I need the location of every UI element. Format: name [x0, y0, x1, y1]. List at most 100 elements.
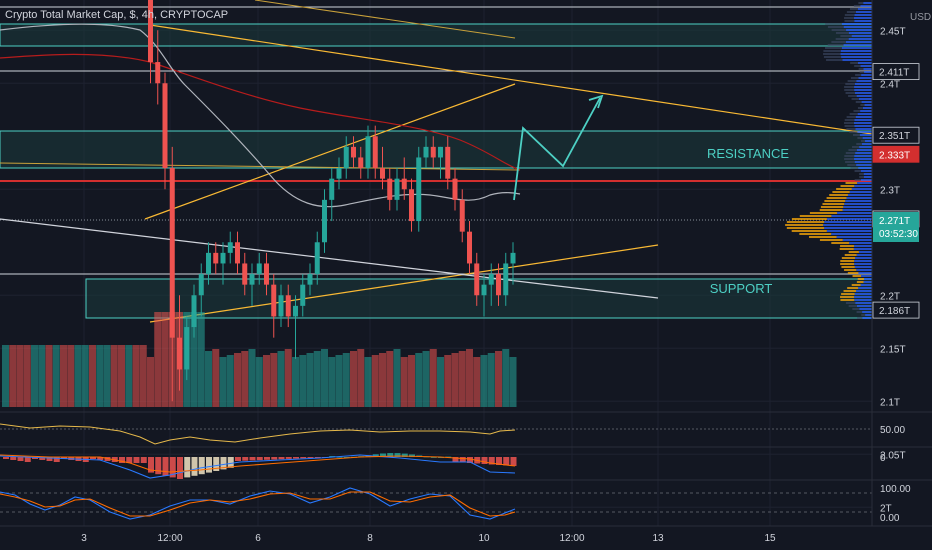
vp-bar-gray	[844, 17, 855, 19]
vp-bar-gray	[860, 104, 865, 106]
vp-bar-blue	[865, 314, 872, 316]
macd-bar	[481, 457, 488, 464]
vp-bar-value	[847, 287, 859, 289]
volume-bar	[110, 345, 118, 407]
volume-bar	[255, 357, 263, 407]
vp-bar-gray	[844, 89, 855, 91]
current-price-badge	[873, 212, 919, 242]
vp-bar-blue	[854, 260, 872, 262]
candle-body	[278, 295, 284, 317]
vp-bar-value	[841, 257, 856, 259]
vp-bar-blue	[857, 62, 872, 64]
vp-bar-gray	[823, 53, 841, 55]
candle-body	[416, 157, 422, 222]
vp-bar-gray	[857, 137, 863, 139]
vp-bar-blue	[859, 134, 872, 136]
vp-bar-blue	[843, 26, 872, 28]
vp-bar-blue	[826, 218, 872, 220]
macd-bar	[119, 457, 125, 463]
vp-bar-blue	[861, 275, 872, 277]
candle-body	[438, 146, 443, 158]
vp-bar-gray	[851, 98, 859, 100]
vp-bar-gray	[824, 47, 842, 49]
macd-bar	[488, 457, 495, 465]
volume-bar	[219, 357, 227, 407]
candle-body	[351, 146, 356, 158]
vp-bar-blue	[856, 254, 872, 256]
currency-label: USD	[910, 12, 931, 23]
vp-bar-gray	[853, 134, 860, 136]
macd-bar	[314, 457, 321, 458]
vp-bar-blue	[859, 308, 872, 310]
volume-bar	[197, 312, 205, 407]
vp-bar-value	[840, 185, 855, 187]
volume-bar	[480, 355, 488, 407]
vp-bar-gray	[827, 44, 844, 46]
vp-bar-gray	[850, 62, 858, 64]
candle-body	[148, 0, 153, 63]
vp-bar-value	[841, 266, 855, 268]
vp-bar-gray	[859, 176, 864, 178]
vp-bar-blue	[861, 101, 872, 103]
volume-bar	[342, 353, 350, 407]
vp-bar-blue	[854, 119, 872, 121]
vp-bar-gray	[844, 14, 855, 16]
vp-bar-blue	[858, 98, 872, 100]
vp-bar-gray	[844, 158, 855, 160]
volume-bar	[161, 312, 169, 407]
vp-bar-gray	[848, 305, 857, 307]
macd-bar	[206, 457, 212, 473]
price-axis[interactable]: 2.45T 2.4T 2.3T 2.2T 2.15T 2.1T 2.05T 2T	[880, 26, 906, 514]
volume-bar	[364, 357, 372, 407]
volume-bar	[350, 351, 357, 407]
vp-bar-blue	[861, 74, 872, 76]
vp-bar-blue	[842, 59, 872, 61]
vp-bar-blue	[863, 2, 872, 4]
volume-bar	[23, 345, 31, 407]
macd-bar	[293, 457, 299, 459]
vp-bar-gray	[854, 179, 861, 181]
volume-bar	[154, 312, 162, 407]
candle-body	[249, 274, 255, 285]
channel-lower-line	[149, 244, 659, 323]
macd-bar	[155, 457, 162, 475]
macd-bar	[336, 456, 343, 458]
vp-bar-blue	[858, 287, 872, 289]
volume-bar	[277, 351, 285, 407]
vp-bar-blue	[856, 95, 872, 97]
vp-bar-value	[841, 293, 855, 295]
vp-bar-gray	[844, 122, 855, 124]
candle-body	[474, 263, 480, 296]
candle-body	[314, 242, 320, 275]
vp-bar-gray	[840, 35, 852, 37]
price-level-label: 2.351T	[879, 131, 910, 142]
volume-bar	[495, 351, 502, 407]
vp-bar-blue	[860, 65, 872, 67]
price-level-box	[872, 145, 920, 163]
vp-bar-blue	[824, 227, 872, 229]
vp-bar-blue	[863, 68, 872, 70]
vp-bar-blue	[841, 23, 872, 25]
vp-bar-blue	[854, 20, 872, 22]
vp-bar-value	[832, 191, 850, 193]
macd-bar	[53, 457, 60, 462]
candle-body	[322, 199, 327, 243]
macd-bar	[10, 457, 17, 460]
vp-bar-value	[826, 197, 847, 199]
price-level-box	[872, 301, 920, 319]
vp-bar-blue	[864, 104, 872, 106]
volume-bar	[509, 357, 517, 407]
macd-signal-line	[0, 454, 516, 473]
macd-bar	[300, 457, 307, 459]
vp-bar-gray	[844, 20, 855, 22]
time-axis[interactable]: 3 12:00 6 8 10 12:00 13 15	[81, 533, 776, 544]
vp-bar-blue	[854, 245, 872, 247]
vp-bar-blue	[855, 290, 872, 292]
macd-bar	[307, 457, 314, 458]
vp-bar-value	[856, 281, 864, 283]
vp-bar-gray	[854, 65, 861, 67]
vp-bar-blue	[863, 278, 872, 280]
macd-bar	[184, 457, 191, 478]
